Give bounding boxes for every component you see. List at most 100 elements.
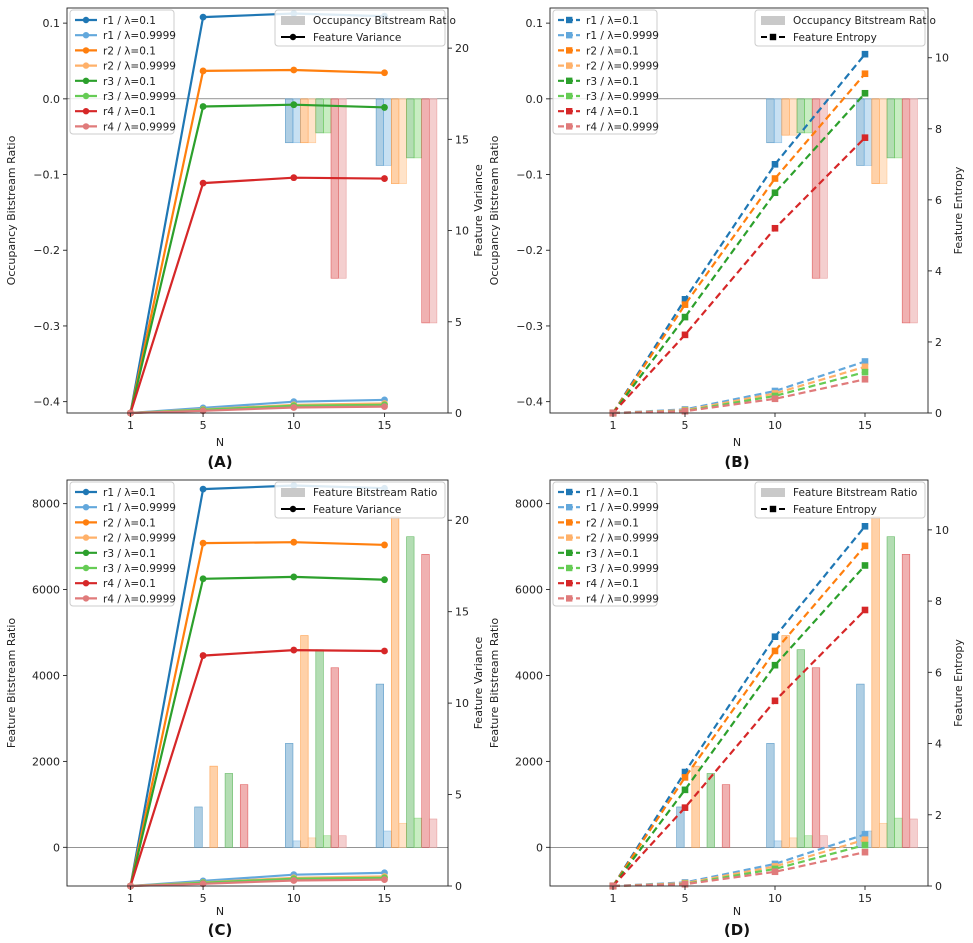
legend-label: r4 / λ=0.9999 <box>103 593 176 605</box>
x-tick-label: 10 <box>768 419 782 432</box>
line-series-3 <box>129 541 385 887</box>
y2-tick-label: 6 <box>935 194 942 207</box>
y2-tick-label: 20 <box>455 42 469 55</box>
x-tick-label: 1 <box>610 419 617 432</box>
legend-label: r4 / λ=0.1 <box>103 106 156 118</box>
marker-series-7 <box>771 224 779 232</box>
line-series-1 <box>612 525 866 887</box>
panel-label: (A) <box>207 453 232 471</box>
legend-label: r1 / λ=0.9999 <box>586 30 659 42</box>
legend-label: r3 / λ=0.9999 <box>103 563 176 575</box>
marker-series-7 <box>381 647 388 655</box>
y2-tick-label: 0 <box>455 880 462 893</box>
marker-series-5 <box>681 786 689 794</box>
legend-marker <box>566 488 573 496</box>
marker-series-1 <box>199 485 207 493</box>
line-series-3 <box>129 68 385 414</box>
y-tick-label: −0.4 <box>516 396 543 409</box>
y2-tick-label: 10 <box>455 225 469 238</box>
legend-marker <box>82 488 90 496</box>
legend-label: r2 / λ=0.1 <box>103 45 156 57</box>
y-tick-label: 0.0 <box>43 93 61 106</box>
line-series-1 <box>612 53 866 414</box>
legend-marker <box>82 16 90 24</box>
legend-marker <box>82 519 90 526</box>
legend-marker <box>566 580 573 587</box>
y2-axis-label: Feature Entropy <box>952 639 965 727</box>
y-tick-label: 0.1 <box>526 17 544 30</box>
legend-label: r4 / λ=0.1 <box>103 578 156 590</box>
marker-series-5 <box>861 562 869 569</box>
line-series-8 <box>130 878 385 888</box>
legend-marker <box>82 534 90 541</box>
bar-N15-series-2 <box>863 98 873 166</box>
plot-frame <box>549 7 929 414</box>
legend-label: r4 / λ=0.1 <box>586 578 639 590</box>
y2-tick-label: 5 <box>455 316 462 329</box>
bar-N10-series-5 <box>796 649 805 848</box>
line-series-3 <box>612 545 866 887</box>
marker-series-3 <box>199 67 207 75</box>
legend-marker <box>82 77 90 85</box>
bar-N15-series-7 <box>901 98 911 324</box>
legend-box <box>274 481 446 519</box>
legend-marker <box>82 47 90 54</box>
y-tick-label: 0.0 <box>526 93 544 106</box>
y2-tick-label: 15 <box>455 133 469 146</box>
marker-series-2 <box>861 831 869 838</box>
marker-series-8 <box>290 877 298 884</box>
legend-marker <box>82 92 90 100</box>
marker-series-8 <box>199 407 207 415</box>
y2-tick-label: 4 <box>935 738 942 751</box>
series-legend: r1 / λ=0.1 r1 / λ=0.9999 r2 / λ=0.1 r2 / λ=… <box>552 481 659 607</box>
line-series-7 <box>612 609 866 887</box>
x-tick-label: 15 <box>858 892 872 905</box>
x-tick-label: 10 <box>287 419 301 432</box>
legend-bar-swatch <box>281 16 305 25</box>
legend-line-label: Feature Entropy <box>793 32 877 44</box>
legend-marker <box>82 62 90 69</box>
x-tick-label: 1 <box>610 892 617 905</box>
x-tick-label: 10 <box>768 892 782 905</box>
marker-series-8 <box>199 880 207 888</box>
legend-marker <box>566 504 573 511</box>
legend-label: r2 / λ=0.9999 <box>103 533 176 545</box>
legend-label: r4 / λ=0.9999 <box>586 121 659 133</box>
legend-box <box>754 481 926 519</box>
y2-tick-label: 15 <box>455 606 469 619</box>
x-tick-label: 15 <box>858 419 872 432</box>
bar-N10-series-7 <box>811 667 821 848</box>
y-tick-label: 4000 <box>515 669 543 682</box>
y2-tick-label: 10 <box>455 697 469 710</box>
y-tick-label: −0.4 <box>33 396 60 409</box>
y-tick-label: −0.2 <box>33 244 60 257</box>
bar-N10-series-2 <box>773 98 783 144</box>
bar-N15-series-5 <box>406 536 415 848</box>
bar-N15-series-5 <box>886 98 895 159</box>
y-tick-label: 0.1 <box>43 17 61 30</box>
bar-N15-series-4 <box>398 822 407 848</box>
plot-frame <box>66 479 449 887</box>
marker-series-5 <box>199 103 207 110</box>
chart-panel-2: 1 5 10 15N(B)0.10.0−0.1−0.2−0.3−0.4Occupanc… <box>488 7 965 471</box>
legend-label: r3 / λ=0.9999 <box>103 91 176 103</box>
legend-label: r3 / λ=0.1 <box>586 548 639 560</box>
legend-bar-swatch <box>761 16 785 25</box>
legend-marker <box>82 580 90 587</box>
bar-N10-series-2 <box>773 840 783 848</box>
legend-label: r1 / λ=0.1 <box>586 15 639 27</box>
bar-N10-series-6 <box>323 835 332 848</box>
legend-box <box>69 481 175 607</box>
legend-marker <box>566 123 573 130</box>
legend-line-label: Feature Variance <box>313 504 401 516</box>
y2-tick-label: 0 <box>935 407 942 420</box>
line-series-8 <box>130 405 385 415</box>
marker-series-8 <box>861 848 869 856</box>
line-series-2 <box>612 360 866 415</box>
y2-tick-label: 0 <box>455 407 462 420</box>
legend-label: r3 / λ=0.1 <box>586 76 639 88</box>
marker-series-8 <box>681 880 689 888</box>
line-series-5 <box>129 575 385 887</box>
legend-marker <box>769 33 777 41</box>
